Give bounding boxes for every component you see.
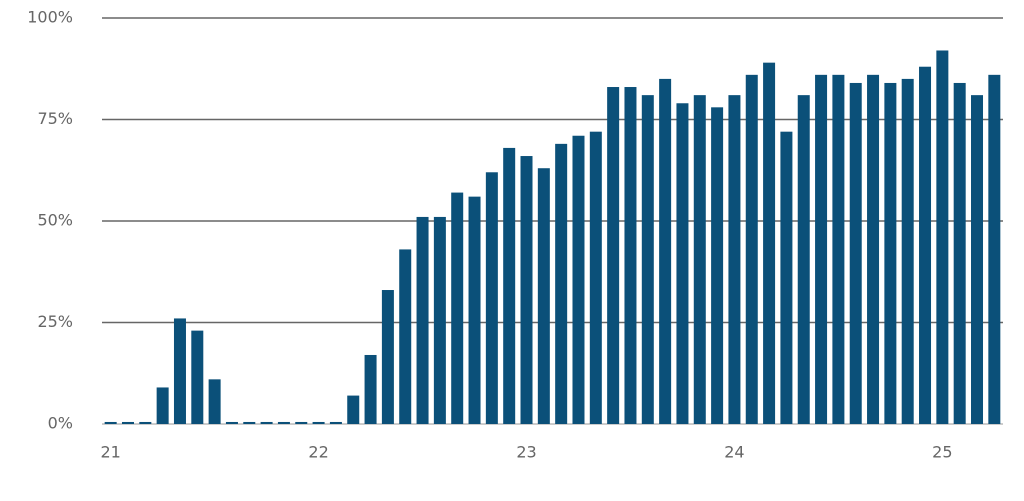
bar — [520, 156, 533, 425]
bar — [329, 421, 342, 424]
bar — [156, 387, 169, 424]
bar — [849, 82, 862, 425]
x-tick-label: 22 — [308, 443, 328, 462]
bar — [312, 421, 325, 424]
bar — [867, 74, 880, 424]
bar — [555, 143, 568, 425]
x-tick-label: 23 — [516, 443, 536, 462]
bar — [763, 62, 776, 424]
bar — [745, 74, 758, 424]
bar — [711, 107, 724, 424]
bar — [607, 87, 620, 425]
bar — [468, 196, 481, 424]
y-tick-label: 25% — [37, 312, 73, 331]
bar — [797, 95, 810, 424]
bar — [589, 131, 602, 424]
y-tick-label: 100% — [27, 8, 73, 27]
bar — [260, 421, 273, 424]
bar — [225, 421, 238, 424]
y-tick-label: 75% — [37, 109, 73, 128]
bar — [191, 330, 204, 424]
bar — [121, 421, 134, 424]
bar — [364, 354, 377, 424]
y-tick-label: 50% — [37, 211, 73, 230]
y-tick-label: 0% — [48, 414, 73, 433]
bar — [381, 290, 394, 424]
bar — [347, 395, 360, 424]
bar — [416, 216, 429, 424]
bar — [988, 74, 1001, 424]
bar — [451, 192, 464, 424]
bar — [572, 135, 585, 425]
bar — [433, 216, 446, 424]
bar — [243, 421, 256, 424]
bar — [919, 66, 932, 424]
bar — [537, 168, 550, 424]
bar — [641, 95, 654, 424]
x-tick-label: 21 — [100, 443, 120, 462]
bar — [901, 78, 914, 425]
bar — [936, 50, 949, 424]
bar — [676, 103, 689, 424]
bar — [728, 95, 741, 424]
bar — [277, 421, 290, 424]
bar — [971, 95, 984, 424]
bar — [780, 131, 793, 424]
bar — [832, 74, 845, 424]
x-tick-label: 24 — [724, 443, 744, 462]
bar — [884, 82, 897, 425]
bar — [815, 74, 828, 424]
bar — [173, 318, 186, 424]
bar — [485, 172, 498, 424]
bar — [953, 82, 966, 425]
bar — [139, 421, 152, 424]
bar — [208, 379, 221, 424]
bar — [104, 421, 117, 424]
bar — [503, 147, 516, 425]
bar — [693, 95, 706, 424]
bar — [399, 249, 412, 424]
bar — [624, 87, 637, 425]
bar — [295, 421, 308, 424]
bar — [659, 78, 672, 425]
x-tick-label: 25 — [932, 443, 952, 462]
